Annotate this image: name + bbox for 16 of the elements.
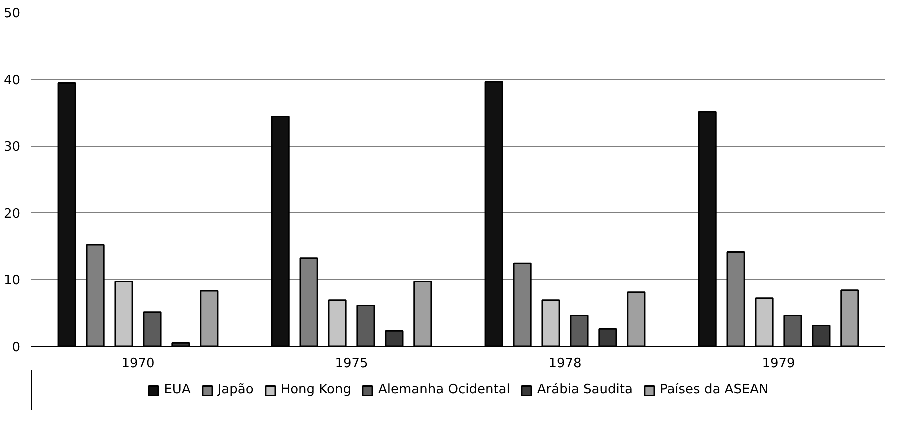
y-tick-label: 40 [4,73,21,88]
legend-label: Japão [218,382,254,398]
x-tick-label: 1979 [762,356,796,372]
y-tick-label: 20 [4,206,21,222]
legend-label: Arábia Saudita [537,382,633,398]
legend-label: Países da ASEAN [660,382,769,398]
legend-label: Hong Kong [280,382,352,398]
y-tick-label: 10 [4,274,21,289]
legend-label: Alemanha Ocidental [378,382,510,398]
y-tick-label: 50 [4,6,21,22]
x-tick-label: 1970 [122,356,155,372]
y-tick-label: 30 [4,140,21,156]
y-tick-label: 0 [12,340,21,356]
legend-label: EUA [164,382,191,398]
x-tick-label: 1975 [335,356,368,372]
x-tick-label: 1978 [548,356,582,372]
